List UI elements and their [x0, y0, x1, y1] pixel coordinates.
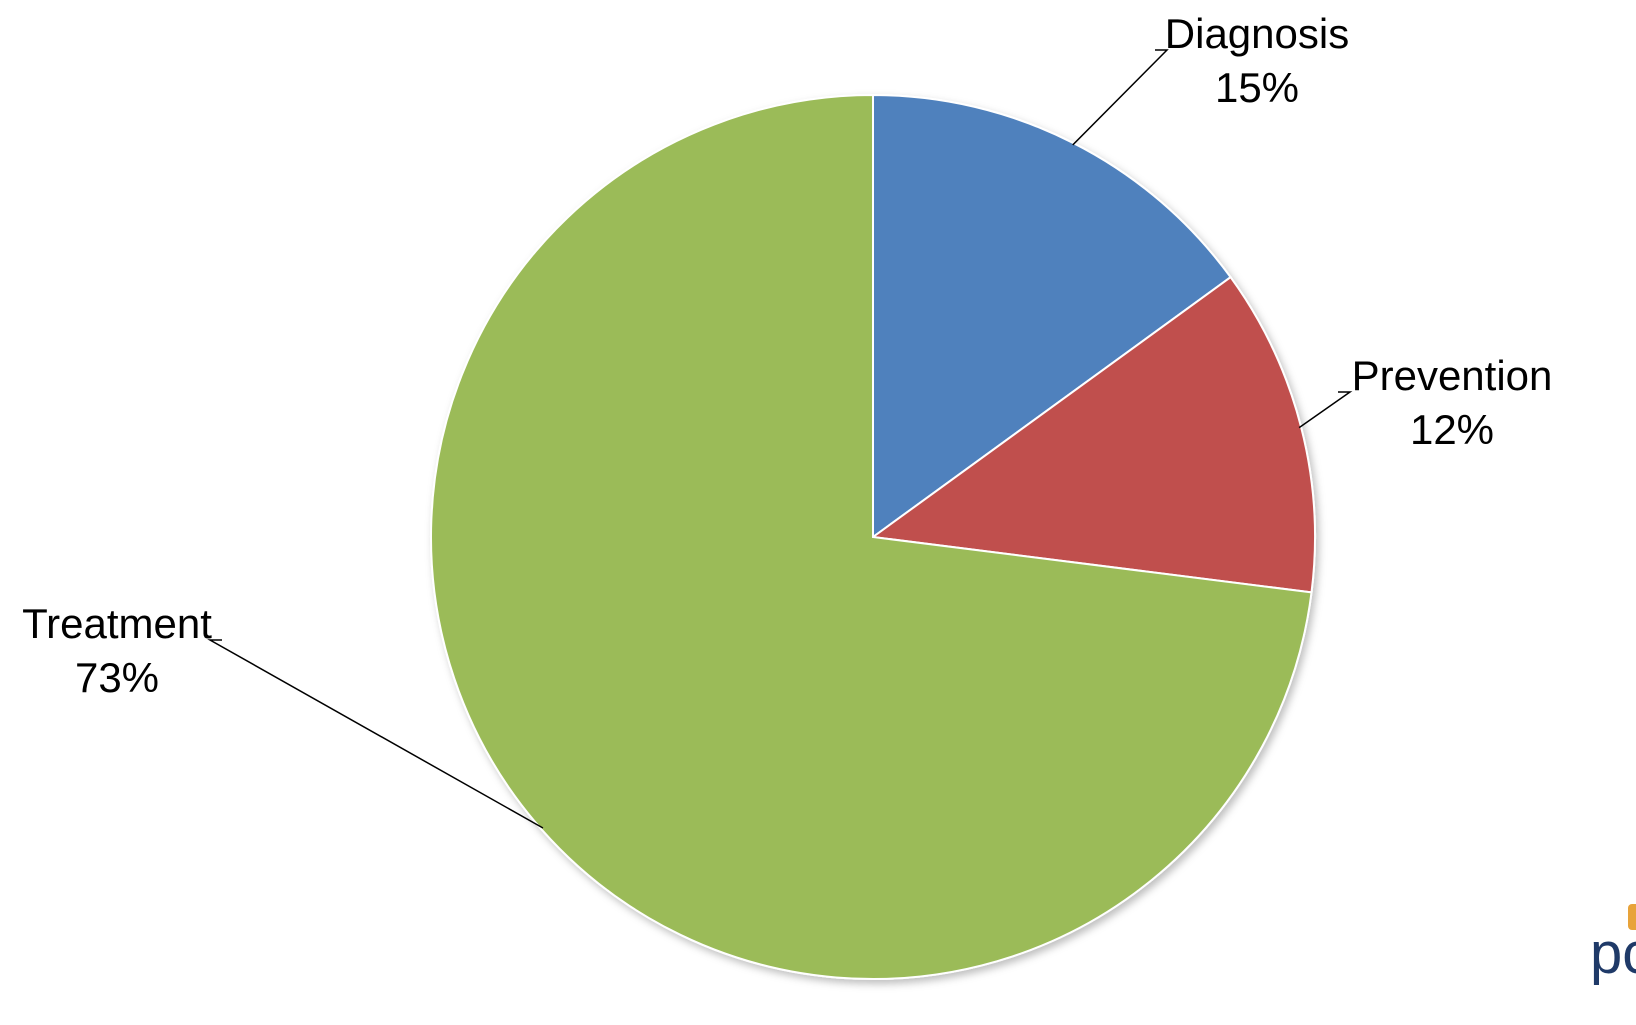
- leader-line-prevention: [1298, 391, 1353, 429]
- leader-lines: [207, 49, 1353, 829]
- slice-labels: Diagnosis 15% Prevention 12% Treatment 73%: [22, 10, 1552, 701]
- pie-slice-treatment: [430, 93, 1313, 980]
- leader-line-treatment: [207, 639, 544, 829]
- slice-label-prevention: Prevention: [1352, 352, 1553, 399]
- pie-slices: [430, 93, 1316, 980]
- brand-logo-text: pcor: [1590, 921, 1636, 986]
- brand-accent-mark: [1628, 904, 1636, 930]
- slice-label-diagnosis: Diagnosis: [1165, 10, 1349, 57]
- slice-value-prevention: 12%: [1410, 406, 1494, 453]
- slice-label-treatment: Treatment: [22, 600, 212, 647]
- slice-value-diagnosis: 15%: [1215, 64, 1299, 111]
- leader-line-diagnosis: [1072, 49, 1169, 146]
- slice-value-treatment: 73%: [75, 654, 159, 701]
